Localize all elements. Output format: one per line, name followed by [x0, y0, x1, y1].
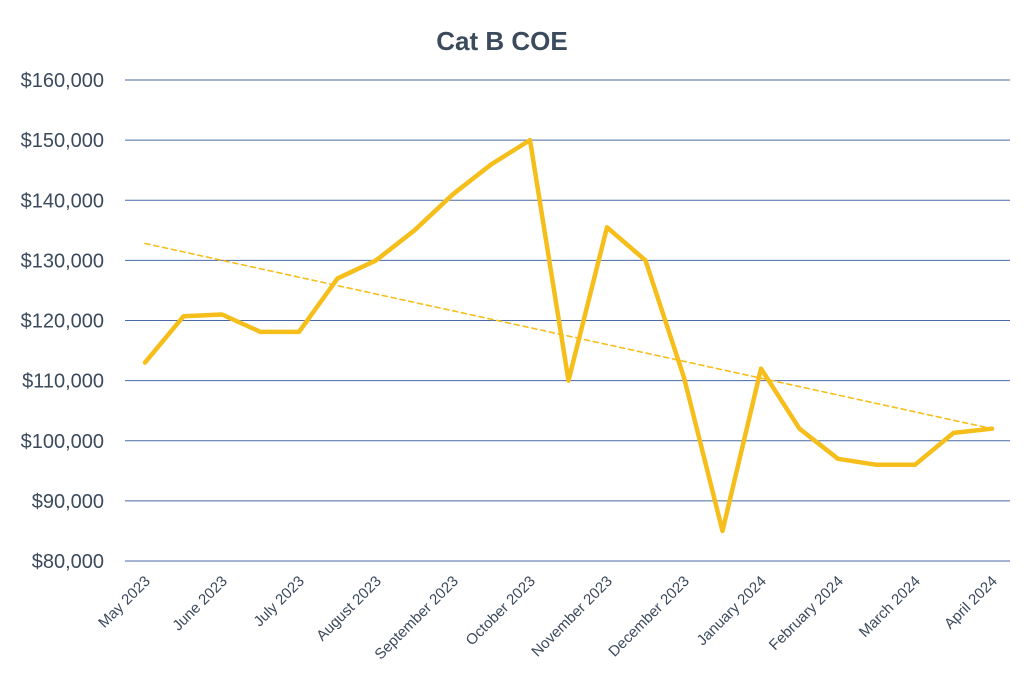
trendline — [144, 242, 993, 430]
y-tick-label: $130,000 — [21, 250, 104, 272]
x-tick-label: October 2023 — [463, 573, 539, 649]
y-tick-label: $80,000 — [32, 551, 104, 573]
y-tick-label: $150,000 — [21, 130, 104, 152]
x-tick-label: February 2024 — [766, 573, 847, 654]
x-tick-label: May 2023 — [95, 573, 154, 632]
y-tick-label: $90,000 — [32, 491, 104, 513]
y-tick-label: $110,000 — [22, 371, 104, 393]
x-tick-label: September 2023 — [371, 573, 461, 663]
x-axis-ticks: May 2023 June 2023 July 2023 August 2023Sep… — [95, 573, 1001, 663]
x-tick-label: August 2023 — [313, 573, 385, 645]
x-tick-label: December 2023 — [605, 573, 692, 660]
x-tick-label: November 2023 — [528, 573, 615, 660]
x-tick-label: March 2024 — [856, 573, 924, 641]
y-axis-ticks: $80,000 $90,000 $100,000 $110,000 $120,000 $1… — [21, 70, 104, 573]
series-line-cat-b-coe — [142, 137, 995, 534]
x-tick-label: July 2023 — [250, 573, 307, 630]
y-tick-label: $140,000 — [21, 190, 104, 212]
chart-title: Cat B COE — [436, 26, 567, 56]
x-tick-label: June 2023 — [169, 573, 231, 635]
y-tick-label: $120,000 — [21, 311, 104, 333]
gridlines — [125, 79, 1010, 562]
x-tick-label: April 2024 — [941, 573, 1001, 633]
series-lines — [142, 137, 995, 534]
y-tick-label: $160,000 — [21, 70, 104, 92]
y-tick-label: $100,000 — [21, 431, 104, 453]
x-tick-label: January 2024 — [694, 573, 770, 649]
